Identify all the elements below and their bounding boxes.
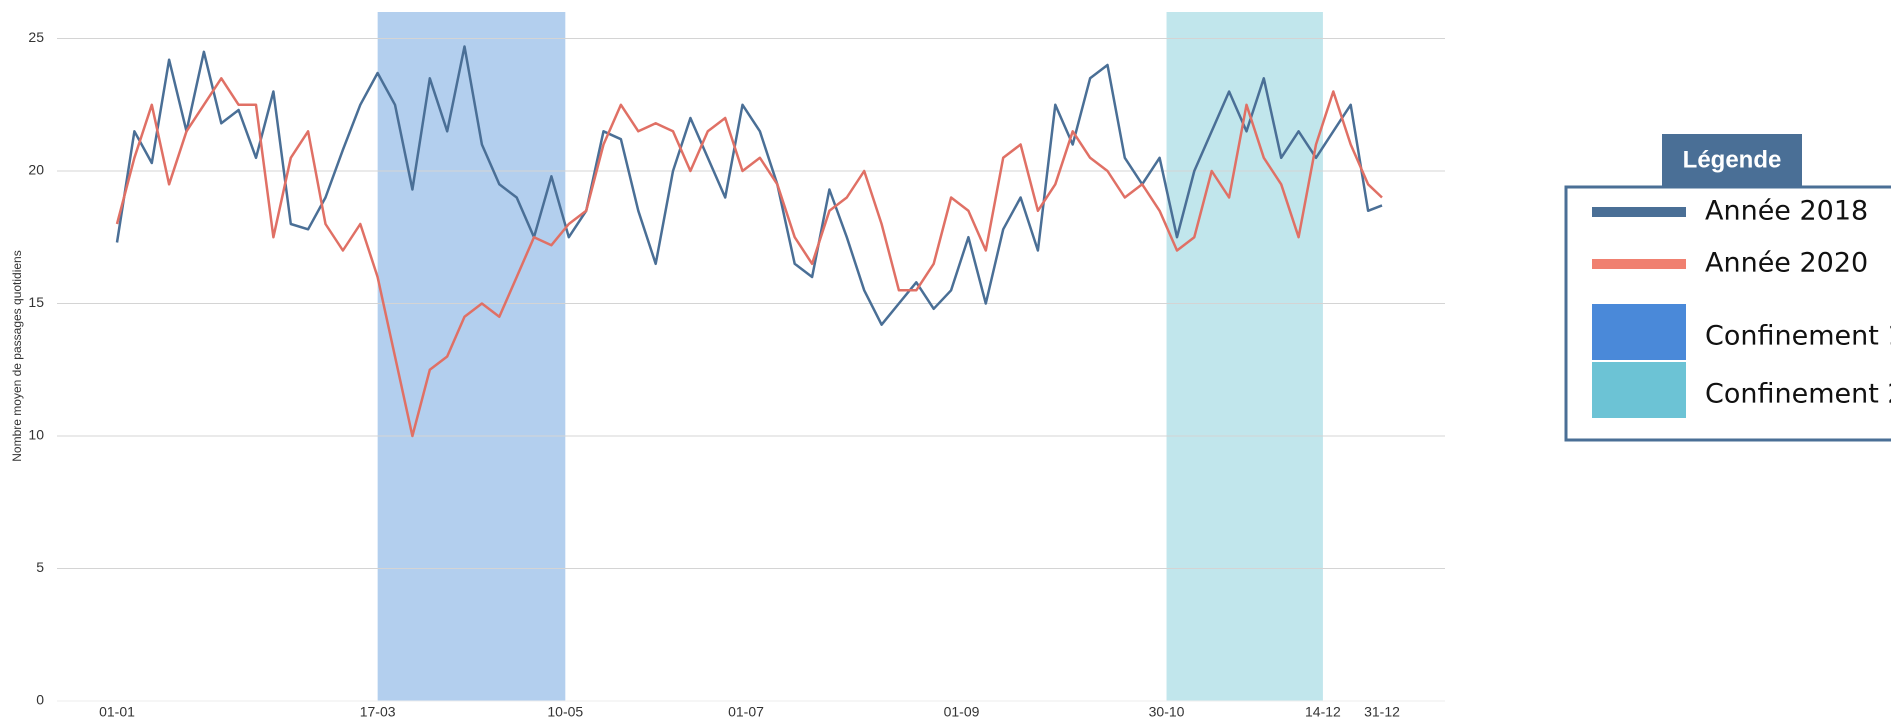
legend-label: Année 2018: [1705, 196, 1868, 227]
y-axis-label: Nombre moyen de passages quotidiens: [10, 250, 24, 461]
y-tick-label: 25: [28, 29, 44, 45]
lines: [115, 45, 1383, 438]
legend-label: Confinement 1: [1705, 321, 1891, 352]
y-tick-label: 10: [28, 427, 44, 443]
legend-title-box: [1662, 134, 1802, 187]
spans: [377, 12, 1323, 701]
x-tick-label: 17-03: [360, 704, 396, 720]
legend-label: Année 2020: [1705, 248, 1868, 279]
x-tick-label: 30-10: [1149, 704, 1185, 720]
y-tick-label: 20: [28, 162, 44, 178]
y-tick-label: 0: [36, 692, 44, 708]
legend-swatch: [1592, 259, 1686, 269]
x-tick-label: 01-09: [944, 704, 980, 720]
y-tick-label: 5: [36, 559, 44, 575]
x-tick-label: 10-05: [547, 704, 583, 720]
lockdown-span: [377, 12, 566, 701]
x-tick-label: 01-01: [99, 704, 135, 720]
grid: [57, 38, 1445, 702]
x-tick-label: 14-12: [1305, 704, 1341, 720]
series-line: [115, 45, 1383, 326]
legend-title: Légende: [1683, 146, 1782, 173]
legend-label: Confinement 2: [1705, 379, 1891, 410]
x-tick-label: 01-07: [728, 704, 764, 720]
x-tick-label: 31-12: [1364, 704, 1400, 720]
legend-swatch: [1592, 304, 1686, 360]
series-line: [115, 77, 1383, 438]
y-tick-label: 15: [28, 294, 44, 310]
legend: Légende Année 2018 Année 2020 Confinement …: [1564, 134, 1891, 442]
legend-swatch: [1592, 207, 1686, 217]
legend-swatch: [1592, 362, 1686, 418]
